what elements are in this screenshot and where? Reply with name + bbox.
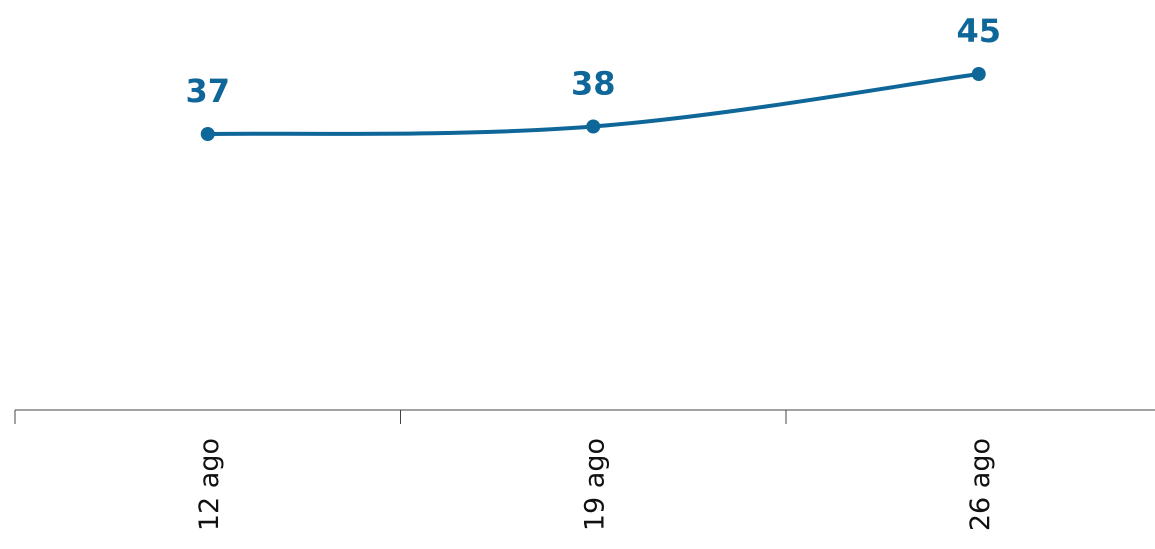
data-label: 38 [571,65,616,103]
data-point [586,119,601,134]
data-point [200,127,215,141]
data-point [971,67,986,81]
x-tick-label: 26 ago [965,438,996,531]
x-axis: 12 ago 19 ago 26 ago [14,409,1155,531]
x-tick-label: 12 ago [194,438,225,531]
series-layer [200,67,986,141]
data-label-layer: 37 38 45 [185,12,1001,110]
data-label: 45 [956,12,1001,50]
data-label: 37 [185,72,230,110]
x-tick-label: 19 ago [579,438,610,531]
